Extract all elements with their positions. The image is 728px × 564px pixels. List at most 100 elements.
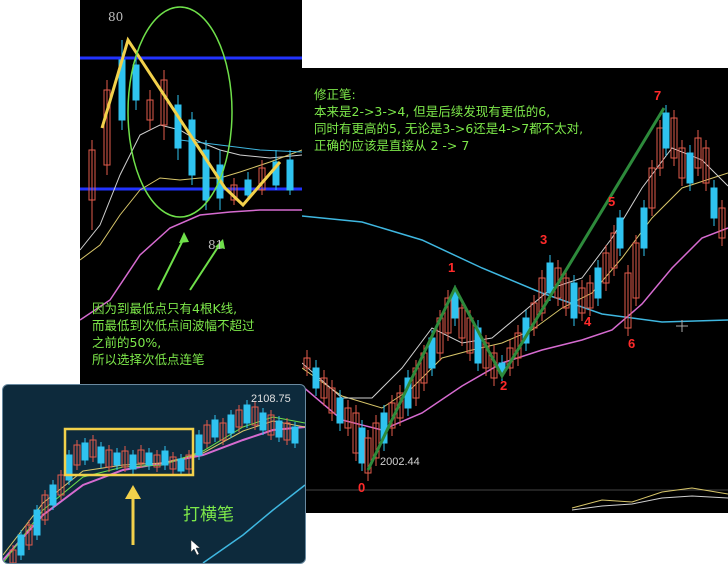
candle [538, 277, 546, 314]
chart-a-canvas [80, 6, 302, 321]
candle [458, 307, 466, 339]
candles-b [303, 105, 726, 481]
wave-label-7: 7 [654, 88, 662, 103]
consolidation-box [63, 427, 195, 477]
wave-label-1: 1 [448, 260, 456, 275]
chart-panel-a: 80 81 因为到最低点只有4根K线, 而最低到次低点间波幅不超过 之前的50%… [80, 0, 302, 390]
candle [272, 161, 280, 186]
candle [235, 409, 243, 428]
candle [81, 442, 89, 461]
candle [57, 474, 65, 496]
wave-label-6: 6 [628, 336, 636, 351]
candle [670, 117, 678, 159]
candle [328, 387, 336, 414]
candle [702, 147, 710, 184]
candle [41, 494, 49, 521]
candle [451, 292, 459, 319]
candle [259, 412, 267, 431]
candle [121, 450, 129, 468]
candle [616, 217, 624, 249]
candle [129, 454, 137, 470]
candle [562, 277, 570, 309]
ma-white-line [302, 147, 728, 399]
candle [594, 267, 602, 299]
candle [174, 104, 182, 149]
ma-cyan-line [302, 215, 728, 323]
candle [336, 397, 344, 424]
stroke-line-a [100, 36, 282, 208]
price-high-label: 2108.75 [251, 393, 291, 405]
candles-a [88, 40, 294, 230]
candle [372, 422, 380, 459]
candle [161, 450, 169, 466]
wave-label-2: 2 [500, 378, 508, 393]
volume-line-2 [571, 495, 728, 511]
candle [177, 458, 185, 472]
candle [137, 449, 145, 464]
candle [25, 524, 33, 546]
candle [267, 414, 275, 436]
candle [678, 147, 686, 179]
candle [320, 377, 328, 399]
label-81: 81 [208, 238, 224, 252]
candle [105, 449, 113, 468]
candle [251, 406, 259, 426]
candle [160, 79, 168, 126]
candle [312, 367, 320, 389]
wave-label-4: 4 [584, 314, 592, 329]
candle [358, 427, 366, 464]
candle [546, 262, 554, 294]
candle [291, 426, 299, 444]
candle [89, 439, 97, 458]
candle [243, 404, 251, 424]
candle [648, 167, 656, 209]
candle [718, 207, 726, 239]
wave-label-5: 5 [608, 194, 616, 209]
candle [103, 89, 111, 166]
candle [153, 454, 161, 468]
caption-horizontal-stroke: 打横笔 [183, 505, 234, 525]
note-b: 修正笔: 本来是2->3->4, 但是后续发现有更低的6, 同时有更高的5, 无… [314, 87, 584, 153]
candle [286, 159, 294, 191]
ma-cyan-line [202, 484, 305, 563]
arrow-head-2 [215, 239, 225, 249]
candle [33, 509, 41, 536]
ma-yellow-line [302, 172, 728, 409]
candle [227, 414, 235, 434]
candle [610, 232, 618, 269]
ma-pink-line [80, 209, 302, 321]
candle [344, 407, 352, 429]
candle [219, 422, 227, 441]
chart-c-canvas [3, 400, 305, 563]
ma-green-line [3, 416, 305, 563]
candle [146, 99, 154, 121]
candle [283, 422, 291, 441]
candle [275, 420, 283, 438]
arrow-line-1 [157, 237, 185, 291]
candle [686, 152, 694, 184]
candle [169, 456, 177, 470]
ma-cyan-line [179, 139, 302, 153]
volume-line [571, 487, 728, 509]
candle [17, 534, 25, 556]
candle [202, 149, 210, 201]
candle [602, 252, 610, 284]
candle [444, 297, 452, 334]
candle [49, 484, 57, 506]
candle [396, 392, 404, 419]
mouse-cursor-icon [190, 539, 201, 556]
wave-label-3: 3 [540, 232, 548, 247]
candle [211, 419, 219, 438]
candle [132, 64, 140, 101]
candle [145, 452, 153, 466]
candle [9, 549, 17, 563]
candle [632, 242, 640, 299]
candle [570, 282, 578, 319]
ma-yellow-line [80, 149, 302, 261]
highlight-ellipse [127, 6, 233, 218]
candle [710, 187, 718, 219]
candle [88, 149, 96, 201]
ma-pink-line [302, 227, 728, 431]
ma-pink-line [3, 426, 305, 561]
candles-c [9, 400, 299, 563]
